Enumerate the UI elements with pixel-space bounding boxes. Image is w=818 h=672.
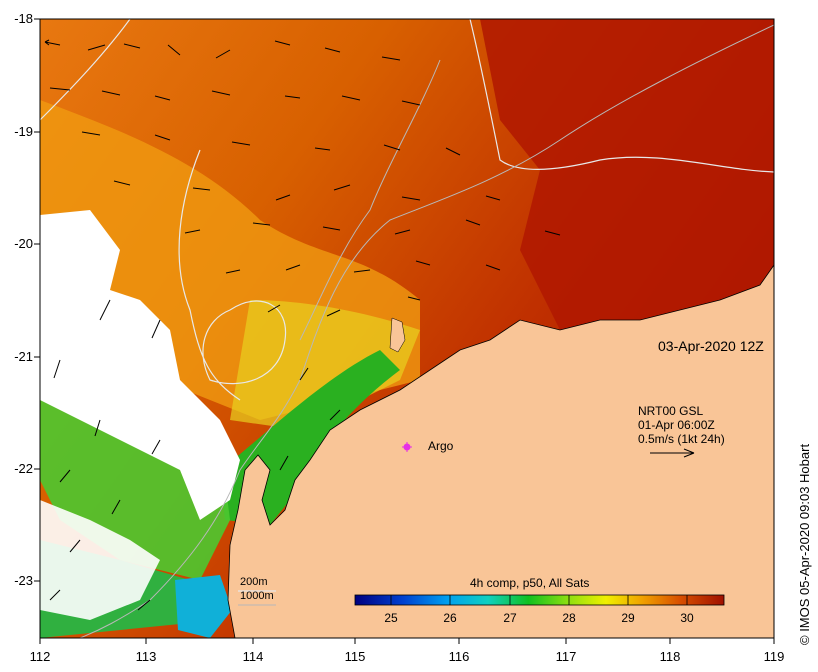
lon-tick: 117 (555, 649, 577, 664)
warm-pool-east (480, 19, 774, 330)
lat-tick: -22 (14, 461, 33, 476)
current-arrows (44, 39, 561, 611)
land-australia (228, 265, 774, 638)
legend-product: NRT00 GSL (638, 404, 704, 418)
lon-tick: 119 (763, 649, 785, 664)
colorbar-swatch (354, 594, 725, 606)
colorbar-tick: 28 (562, 611, 576, 625)
lon-tick: 114 (242, 649, 264, 664)
colorbar-tick: 30 (680, 611, 694, 625)
bathy-1000m (79, 24, 774, 638)
date-label: 03-Apr-2020 12Z (658, 338, 764, 354)
contour-1000m-label: 1000m (240, 590, 274, 602)
lat-tick: -23 (14, 573, 33, 588)
legend-arrow (650, 448, 695, 458)
map-frame (39, 18, 775, 639)
lon-tick: 113 (135, 649, 157, 664)
colorbar-tick: 25 (384, 611, 398, 625)
legend-time: 01-Apr 06:00Z (638, 418, 715, 432)
lon-tick: 116 (448, 649, 470, 664)
axis-tick-marks (34, 18, 775, 644)
cloud-mask (40, 210, 240, 520)
barrow-island (389, 317, 406, 353)
lon-tick: 118 (659, 649, 681, 664)
legend-scale: 0.5m/s (1kt 24h) (638, 432, 725, 446)
lat-tick: -18 (14, 11, 33, 26)
cloud-mask-south (40, 500, 160, 620)
lon-tick: 112 (29, 649, 51, 664)
argo-label: Argo (428, 439, 454, 453)
imos-credit: © IMOS 05-Apr-2020 09:03 Hobart (797, 443, 812, 645)
lat-tick: -20 (14, 236, 33, 251)
cyan-patch (175, 575, 232, 638)
lat-tick: -19 (14, 124, 33, 139)
lat-tick: -21 (14, 349, 33, 364)
colorbar-tick: 29 (621, 611, 635, 625)
yellow-band (230, 300, 420, 430)
colorbar-tick: 27 (503, 611, 517, 625)
coastline (227, 264, 774, 638)
bathy-200m (40, 19, 774, 401)
colorbar-title: 4h comp, p50, All Sats (470, 576, 590, 590)
lon-tick: 115 (344, 649, 366, 664)
colorbar-tick: 26 (443, 611, 457, 625)
colorbar-ticks (390, 595, 688, 605)
contour-200m-label: 200m (240, 576, 268, 588)
